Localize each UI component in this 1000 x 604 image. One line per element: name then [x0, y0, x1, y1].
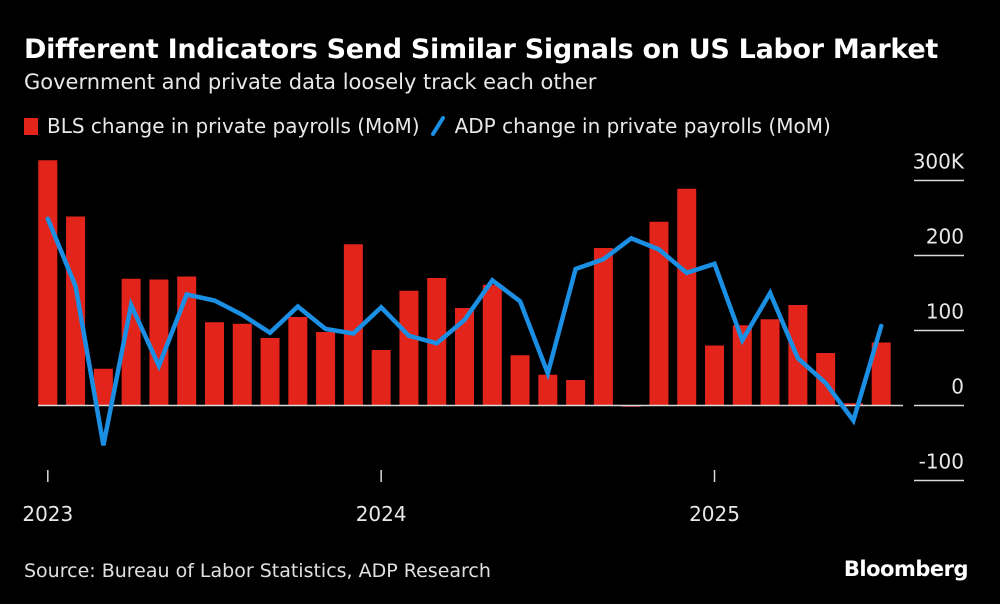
- bar-bls: [705, 345, 725, 406]
- legend-label-adp: ADP change in private payrolls (MoM): [454, 114, 831, 138]
- x-tick-label: 2024: [356, 502, 407, 526]
- line-swatch-icon: [430, 116, 445, 136]
- bar-bls: [260, 338, 280, 406]
- bar-bls: [93, 368, 113, 406]
- bar-bls: [760, 319, 780, 406]
- legend: BLS change in private payrolls (MoM) ADP…: [24, 114, 841, 138]
- bar-bls: [538, 374, 558, 406]
- bar-bls: [732, 325, 752, 406]
- bar-bls: [316, 332, 336, 406]
- y-tick-label: 200: [926, 225, 964, 249]
- bar-swatch-icon: [24, 117, 38, 135]
- bar-bls: [343, 244, 363, 406]
- y-tick-label: 300K: [913, 150, 965, 174]
- bar-bls: [593, 248, 613, 406]
- bar-bls: [677, 188, 697, 406]
- bar-bls: [399, 290, 419, 406]
- bar-bls: [649, 221, 669, 406]
- bar-bls: [510, 355, 530, 406]
- legend-item-adp: ADP change in private payrolls (MoM): [430, 114, 831, 138]
- x-tick-label: 2023: [22, 502, 73, 526]
- bar-bls: [204, 322, 224, 406]
- chart-subtitle: Government and private data loosely trac…: [24, 70, 597, 94]
- legend-item-bls: BLS change in private payrolls (MoM): [24, 114, 420, 138]
- bar-bls: [232, 323, 252, 406]
- bar-bls: [482, 284, 502, 406]
- bar-bls: [288, 317, 308, 406]
- source-note: Source: Bureau of Labor Statistics, ADP …: [24, 560, 491, 582]
- x-tick-label: 2025: [689, 502, 740, 526]
- y-tick-label: -100: [919, 450, 964, 474]
- bar-bls: [66, 216, 86, 406]
- bar-bls: [871, 342, 891, 406]
- bar-bls: [38, 160, 58, 406]
- y-tick-label: 100: [926, 300, 964, 324]
- bar-bls: [149, 279, 169, 406]
- y-tick-label: 0: [951, 375, 964, 399]
- chart-title: Different Indicators Send Similar Signal…: [24, 34, 938, 65]
- bar-bls: [455, 308, 474, 406]
- bar-bls: [566, 380, 586, 406]
- bar-bls: [843, 403, 863, 406]
- bloomberg-logo: Bloomberg: [843, 557, 969, 581]
- legend-label-bls: BLS change in private payrolls (MoM): [47, 114, 420, 138]
- bar-bls: [371, 350, 391, 406]
